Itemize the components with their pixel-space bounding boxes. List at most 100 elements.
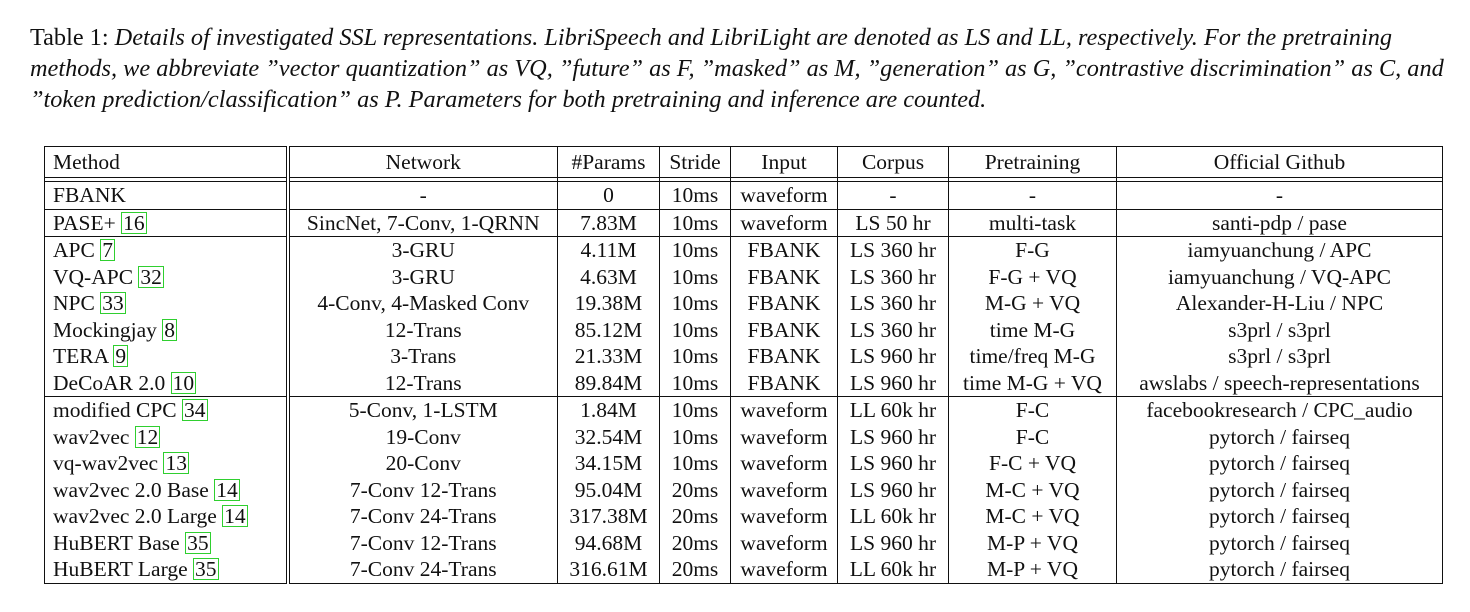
params-cell: 94.68M	[557, 529, 660, 556]
pretraining-cell: F-C	[948, 396, 1117, 424]
network-cell: 12-Trans	[287, 369, 558, 397]
params-cell: 32.54M	[557, 423, 660, 450]
corpus-cell: LS 360 hr	[837, 263, 949, 290]
github-cell: santi-pdp / pase	[1116, 208, 1443, 237]
citation-link[interactable]: 35	[185, 530, 211, 555]
pretraining-cell: M-C + VQ	[948, 503, 1117, 530]
method-name: wav2vec 2.0 Large	[53, 504, 217, 529]
stride-cell: 10ms	[659, 450, 731, 477]
params-cell: 0	[557, 181, 660, 209]
table-row: vq-wav2vec 13 20-Conv 34.15M 10ms waveform LS…	[44, 450, 1443, 477]
citation-link[interactable]: 32	[138, 264, 164, 289]
input-cell: waveform	[730, 529, 838, 556]
input-cell: FBANK	[730, 290, 838, 317]
method-name: DeCoAR 2.0	[53, 370, 166, 395]
method-cell: vq-wav2vec 13	[44, 450, 290, 477]
citation-link[interactable]: 12	[134, 424, 161, 449]
pretraining-cell: M-P + VQ	[948, 556, 1117, 584]
github-cell: pytorch / fairseq	[1116, 423, 1443, 450]
network-cell: 7-Conv 24-Trans	[287, 503, 558, 530]
params-cell: 89.84M	[557, 369, 660, 397]
method-cell: DeCoAR 2.0 10	[44, 369, 290, 397]
citation-link[interactable]: 8	[162, 317, 178, 342]
citation-link[interactable]: 9	[113, 344, 129, 369]
stride-cell: 10ms	[659, 263, 731, 290]
method-name: FBANK	[53, 183, 126, 208]
citation-link[interactable]: 10	[170, 370, 197, 395]
input-cell: FBANK	[730, 236, 838, 264]
caption-text: Details of investigated SSL representati…	[30, 24, 1444, 113]
corpus-cell: LS 360 hr	[837, 290, 949, 317]
params-cell: 95.04M	[557, 476, 660, 503]
method-cell: wav2vec 12	[44, 423, 290, 450]
citation-link[interactable]: 13	[163, 451, 189, 476]
params-cell: 19.38M	[557, 290, 660, 317]
network-cell: SincNet, 7-Conv, 1-QRNN	[287, 208, 558, 237]
github-cell: -	[1116, 181, 1443, 209]
stride-cell: 10ms	[659, 423, 731, 450]
input-cell: waveform	[730, 396, 838, 424]
citation-link[interactable]: 7	[100, 238, 115, 263]
input-cell: waveform	[730, 208, 838, 237]
input-cell: waveform	[730, 450, 838, 477]
input-cell: waveform	[730, 423, 838, 450]
github-cell: facebookresearch / CPC_audio	[1116, 396, 1443, 424]
method-name: HuBERT Base	[53, 530, 180, 555]
pretraining-cell: M-C + VQ	[948, 476, 1117, 503]
stride-cell: 20ms	[659, 503, 731, 530]
header-input: Input	[730, 146, 838, 178]
method-cell: PASE+ 16	[44, 208, 290, 237]
stride-cell: 20ms	[659, 476, 731, 503]
table-caption: Table 1: Details of investigated SSL rep…	[30, 22, 1462, 115]
method-name: NPC	[53, 291, 95, 316]
stride-cell: 10ms	[659, 181, 731, 209]
network-cell: 19-Conv	[287, 423, 558, 450]
header-method: Method	[44, 146, 290, 178]
pretraining-cell: F-G + VQ	[948, 263, 1117, 290]
method-cell: APC 7	[44, 236, 290, 264]
pretraining-cell: -	[948, 181, 1117, 209]
method-cell: FBANK	[44, 181, 290, 209]
header-github: Official Github	[1116, 146, 1443, 178]
github-cell: awslabs / speech-representations	[1116, 369, 1443, 397]
stride-cell: 20ms	[659, 529, 731, 556]
github-cell: pytorch / fairseq	[1116, 529, 1443, 556]
pretraining-cell: F-G	[948, 236, 1117, 264]
table-row: Mockingjay 8 12-Trans 85.12M 10ms FBANK LS 36…	[44, 316, 1443, 343]
citation-link[interactable]: 34	[182, 398, 208, 423]
github-cell: pytorch / fairseq	[1116, 450, 1443, 477]
table-row: DeCoAR 2.0 10 12-Trans 89.84M 10ms FBANK LS 9…	[44, 369, 1443, 397]
corpus-cell: -	[837, 181, 949, 209]
network-cell: 12-Trans	[287, 316, 558, 343]
citation-link[interactable]: 35	[193, 557, 219, 582]
table-row: NPC 33 4-Conv, 4-Masked Conv 19.38M 10ms FBA…	[44, 290, 1443, 317]
pretraining-cell: F-C + VQ	[948, 450, 1117, 477]
corpus-cell: LS 960 hr	[837, 343, 949, 370]
ssl-table: Method Network #Params Stride Input Corp…	[44, 146, 1443, 584]
network-cell: 3-GRU	[287, 263, 558, 290]
table-row: wav2vec 2.0 Base 14 7-Conv 12-Trans 95.04M…	[44, 476, 1443, 503]
stride-cell: 10ms	[659, 290, 731, 317]
stride-cell: 10ms	[659, 316, 731, 343]
github-cell: iamyuanchung / VQ-APC	[1116, 263, 1443, 290]
github-cell: pytorch / fairseq	[1116, 503, 1443, 530]
table-row: PASE+ 16 SincNet, 7-Conv, 1-QRNN 7.83M 10ms…	[44, 208, 1443, 237]
input-cell: waveform	[730, 476, 838, 503]
method-cell: TERA 9	[44, 343, 290, 370]
github-cell: Alexander-H-Liu / NPC	[1116, 290, 1443, 317]
pretraining-cell: M-P + VQ	[948, 529, 1117, 556]
input-cell: waveform	[730, 181, 838, 209]
citation-link[interactable]: 14	[214, 477, 240, 502]
citation-link[interactable]: 33	[100, 291, 126, 316]
pretraining-cell: time/freq M-G	[948, 343, 1117, 370]
corpus-cell: LL 60k hr	[837, 556, 949, 584]
citation-link[interactable]: 16	[121, 210, 147, 235]
corpus-cell: LS 960 hr	[837, 369, 949, 397]
method-name: wav2vec 2.0 Base	[53, 477, 209, 502]
citation-link[interactable]: 14	[222, 504, 248, 529]
pretraining-cell: time M-G + VQ	[948, 369, 1117, 397]
corpus-cell: LL 60k hr	[837, 396, 949, 424]
method-cell: HuBERT Base 35	[44, 529, 290, 556]
table-row: wav2vec 2.0 Large 14 7-Conv 24-Trans 317.3…	[44, 503, 1443, 530]
stride-cell: 10ms	[659, 236, 731, 264]
